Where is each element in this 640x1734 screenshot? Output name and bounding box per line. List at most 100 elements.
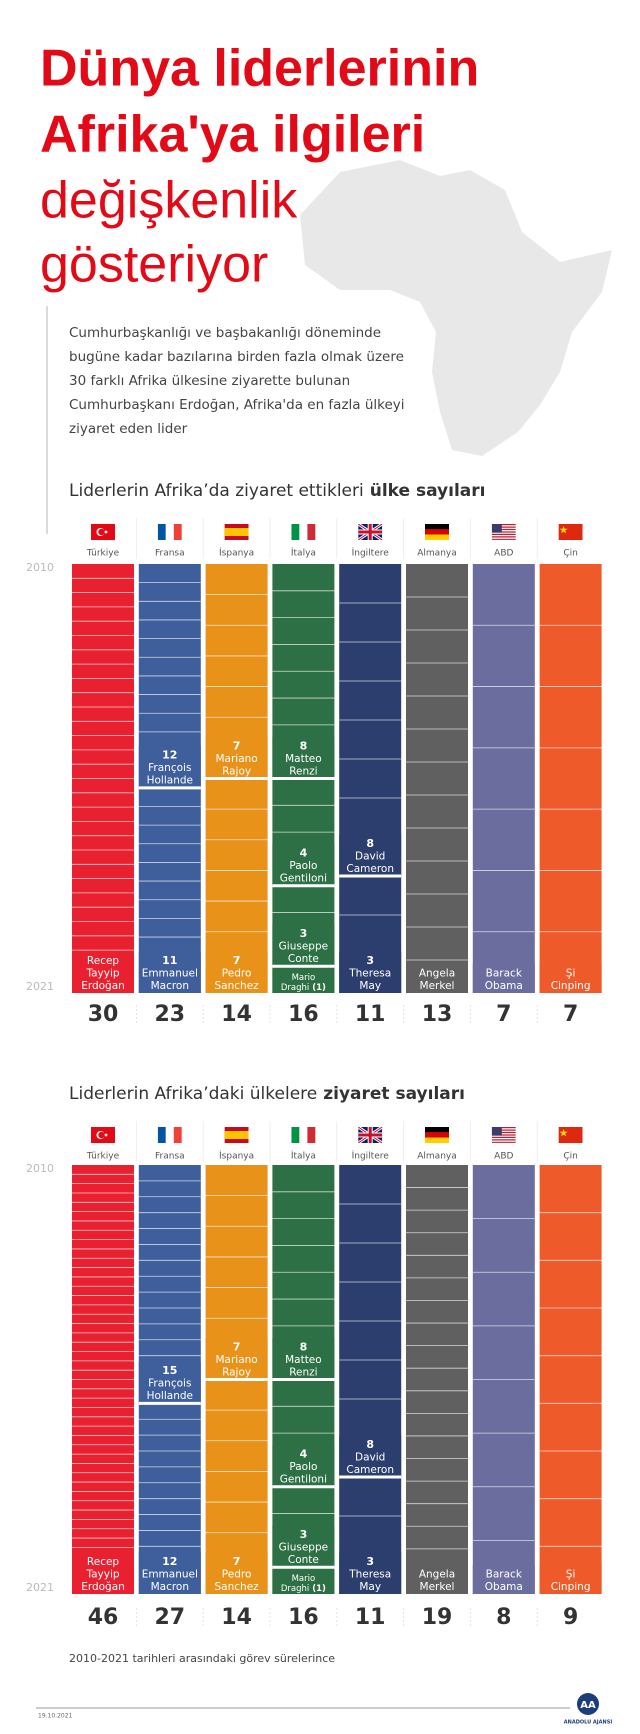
leader-name-part: Gentiloni bbox=[280, 873, 327, 885]
leader-name: Cinping bbox=[551, 980, 591, 992]
label-bg bbox=[339, 951, 402, 993]
total: 46 bbox=[88, 1605, 119, 1630]
section-heading: Liderlerin Afrika’daki ülkelere ziyaret s… bbox=[69, 1084, 465, 1104]
leader-name: Sanchez bbox=[215, 1581, 260, 1593]
label-bg bbox=[138, 1552, 201, 1594]
label-bg bbox=[539, 1565, 602, 1594]
country-name: İspanya bbox=[219, 548, 254, 559]
leader-name-part: Obama bbox=[485, 980, 523, 992]
leader-name-part: Recep bbox=[87, 955, 120, 967]
label-bg bbox=[272, 1570, 335, 1594]
total: 11 bbox=[355, 1002, 386, 1027]
leader-name: Gentiloni bbox=[280, 1474, 327, 1486]
label-bg bbox=[339, 834, 402, 876]
label-bg bbox=[72, 1552, 134, 1594]
label-bg bbox=[205, 1338, 268, 1380]
leader-name: Angela bbox=[419, 1568, 455, 1580]
leader-name-part: Obama bbox=[485, 1581, 523, 1593]
country-name: ABD bbox=[494, 1152, 513, 1162]
total: 16 bbox=[288, 1605, 319, 1630]
leader-name: Draghi (1) bbox=[281, 983, 326, 993]
label-bg bbox=[72, 951, 134, 993]
segment-count: 12 bbox=[162, 749, 177, 762]
segment-count: 15 bbox=[162, 1364, 177, 1377]
segment-count: 8 bbox=[300, 1340, 308, 1353]
country-name: İngiltere bbox=[352, 548, 390, 559]
label-bg bbox=[472, 1565, 535, 1594]
leader-name-part: Theresa bbox=[348, 967, 391, 979]
flag bbox=[558, 1127, 583, 1143]
leader-name: Giuseppe bbox=[279, 940, 328, 952]
leader-name-part: Conte bbox=[288, 1554, 319, 1566]
segment-count: 11 bbox=[162, 954, 177, 967]
label-bg bbox=[138, 951, 201, 993]
intro-line: bugüne kadar bazılarına birden fazla olm… bbox=[69, 349, 404, 365]
africa-map bbox=[300, 160, 612, 456]
segment bbox=[406, 1165, 468, 1594]
label-bg bbox=[406, 1565, 468, 1594]
start-year: 2010 bbox=[26, 1162, 54, 1175]
leader-name: Obama bbox=[485, 980, 523, 992]
flag bbox=[157, 1127, 182, 1143]
leader-name-part: François bbox=[148, 762, 191, 774]
country-name: Fransa bbox=[155, 549, 185, 559]
leader-name-part: Mario bbox=[292, 973, 316, 983]
leader-name-part: Sanchez bbox=[215, 1581, 260, 1593]
leader-name-part: Theresa bbox=[348, 1568, 391, 1580]
flag bbox=[91, 1127, 115, 1143]
title-line: gösteriyor bbox=[40, 236, 268, 294]
intro-line: 30 farklı Afrika ülkesine ziyarette bulu… bbox=[69, 373, 350, 389]
leader-name: Erdoğan bbox=[81, 1581, 125, 1593]
leader-name: Erdoğan bbox=[81, 980, 125, 992]
label-bg bbox=[406, 964, 468, 993]
leader-name-part: Mariano bbox=[215, 1354, 257, 1366]
leader-name-part: Emmanuel bbox=[142, 967, 198, 979]
flag bbox=[291, 1127, 316, 1143]
country-name: Türkiye bbox=[86, 549, 120, 559]
leader-name-part: Recep bbox=[87, 1556, 120, 1568]
leader-name: Mariano bbox=[215, 753, 257, 765]
total: 8 bbox=[496, 1605, 511, 1630]
leader-name-part: Rajoy bbox=[222, 1366, 251, 1378]
leader-name-part: Draghi bbox=[281, 983, 309, 993]
segment-count: 3 bbox=[366, 954, 374, 967]
leader-name: Giuseppe bbox=[279, 1541, 328, 1553]
segment-count: 3 bbox=[300, 927, 308, 940]
leader-name: Recep bbox=[87, 955, 120, 967]
segment-count: 3 bbox=[366, 1555, 374, 1568]
leader-name-part: Şi bbox=[566, 967, 576, 979]
leader-name-part: Tayyip bbox=[85, 967, 119, 979]
leader-name-part: François bbox=[148, 1378, 191, 1390]
segment-count: 8 bbox=[366, 1438, 374, 1451]
leader-name-part: Hollande bbox=[147, 775, 193, 787]
label-bg bbox=[272, 1338, 335, 1380]
total: 9 bbox=[563, 1605, 578, 1630]
label-bg bbox=[472, 964, 535, 993]
heading-text: Liderlerin Afrika’daki ülkelere bbox=[69, 1084, 317, 1104]
leader-name: Renzi bbox=[289, 1366, 317, 1378]
country-name: Çin bbox=[563, 549, 578, 559]
total: 23 bbox=[154, 1002, 185, 1027]
segment bbox=[472, 564, 535, 993]
total: 14 bbox=[221, 1605, 252, 1630]
leader-name-part: Angela bbox=[419, 1568, 455, 1580]
leader-name: Pedro bbox=[222, 967, 252, 979]
leader-name-part: Cinping bbox=[551, 980, 591, 992]
leader-name: Matteo bbox=[285, 1354, 322, 1366]
total: 27 bbox=[154, 1605, 185, 1630]
leader-name-part: Cameron bbox=[346, 863, 394, 875]
leader-name: Conte bbox=[288, 1554, 319, 1566]
label-bg bbox=[138, 746, 201, 788]
label-bg bbox=[205, 737, 268, 779]
country-name: ABD bbox=[494, 549, 513, 559]
title-line: değişkenlik bbox=[40, 172, 298, 230]
leader-name: Cameron bbox=[346, 863, 394, 875]
leader-name-part: Renzi bbox=[289, 1366, 317, 1378]
end-year: 2021 bbox=[26, 980, 54, 993]
leader-name: Cinping bbox=[551, 1581, 591, 1593]
leader-name: Macron bbox=[151, 980, 189, 992]
label-bg bbox=[339, 1435, 402, 1477]
leader-name: May bbox=[359, 1581, 381, 1593]
flag bbox=[491, 524, 516, 540]
